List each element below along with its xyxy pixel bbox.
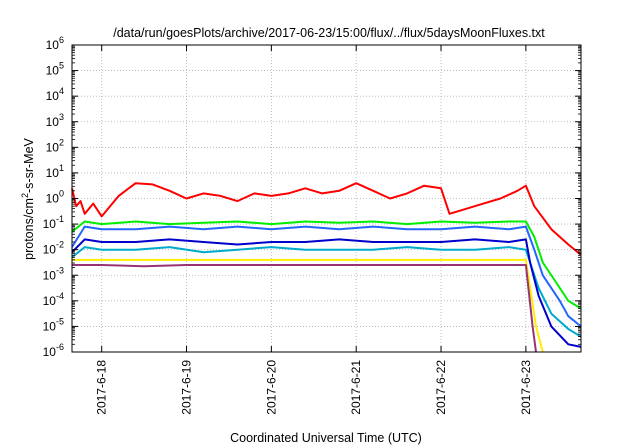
- y-tick-label-base: 10: [43, 268, 57, 282]
- series-line-7: [72, 264, 537, 353]
- y-tick-label: 10-5: [43, 316, 64, 333]
- series-line-1: [71, 182, 582, 256]
- y-tick-label-exp: -3: [56, 265, 64, 275]
- y-tick-label-base: 10: [46, 166, 60, 180]
- y-axis-label: protons/cm2-s-sr-MeV: [20, 137, 36, 259]
- y-tick-label-base: 10: [46, 115, 60, 129]
- y-tick-label-base: 10: [46, 64, 60, 78]
- y-tick-label-base: 10: [46, 89, 60, 103]
- y-tick-label-exp: 4: [59, 86, 64, 96]
- y-tick-label: 10-3: [43, 265, 64, 282]
- series-line-3: [71, 225, 582, 328]
- y-tick-label-base: 10: [43, 243, 57, 257]
- y-tick-label-base: 10: [46, 38, 60, 52]
- series-line-4: [71, 246, 582, 338]
- x-tick-label: 2017-6-21: [349, 360, 363, 415]
- y-tick-label: 102: [46, 137, 64, 154]
- y-tick-label-exp: -4: [56, 291, 64, 301]
- y-tick-label-exp: 2: [59, 137, 64, 147]
- series-line-5: [71, 238, 582, 348]
- y-axis-label-sup: 2: [20, 193, 30, 198]
- series-line-2: [71, 220, 582, 310]
- axis-ticks: [72, 44, 581, 353]
- y-tick-label: 105: [46, 61, 64, 78]
- y-tick-label-exp: -6: [56, 342, 64, 352]
- series-lines: [71, 182, 582, 353]
- y-tick-label-exp: -1: [56, 214, 64, 224]
- y-tick-label-exp: 6: [59, 35, 64, 45]
- y-axis-label-main: protons/cm: [22, 198, 36, 260]
- y-tick-label: 106: [46, 35, 64, 52]
- y-tick-label: 100: [46, 189, 64, 206]
- y-tick-label-exp: 5: [59, 61, 64, 71]
- x-tick-label: 2017-6-23: [519, 360, 533, 415]
- y-tick-label-base: 10: [46, 140, 60, 154]
- y-tick-label: 10-1: [43, 214, 64, 231]
- x-tick-label: 2017-6-19: [180, 360, 194, 415]
- y-tick-label: 103: [46, 112, 64, 129]
- y-tick-label-base: 10: [43, 217, 57, 231]
- y-tick-labels: 10610510410310210110010-110-210-310-410-…: [43, 35, 64, 359]
- y-tick-label-exp: 3: [59, 112, 64, 122]
- y-axis-label-rest: -s-sr-MeV: [22, 137, 36, 193]
- series-line-6: [72, 258, 544, 353]
- y-tick-label: 104: [46, 86, 64, 103]
- y-tick-label: 10-4: [43, 291, 64, 308]
- y-tick-label: 10-2: [43, 240, 64, 257]
- y-tick-label-base: 10: [43, 345, 57, 359]
- x-tick-label: 2017-6-20: [264, 360, 278, 415]
- x-tick-label: 2017-6-18: [95, 360, 109, 415]
- grid-lines: [72, 45, 581, 352]
- y-tick-label-base: 10: [43, 294, 57, 308]
- x-axis-label: Coordinated Universal Time (UTC): [230, 431, 422, 445]
- y-tick-label-exp: 1: [59, 163, 64, 173]
- y-tick-label: 10-6: [43, 342, 64, 359]
- y-tick-label-exp: -5: [56, 316, 64, 326]
- x-tick-labels: 2017-6-18 2017-6-19 2017-6-20 2017-6-21 2017…: [95, 360, 533, 415]
- y-tick-label-base: 10: [43, 319, 57, 333]
- y-tick-label-exp: -2: [56, 240, 64, 250]
- y-tick-label-exp: 0: [59, 189, 64, 199]
- y-tick-label-base: 10: [46, 192, 60, 206]
- x-tick-label: 2017-6-22: [434, 360, 448, 415]
- chart-title: /data/run/goesPlots/archive/2017-06-23/1…: [113, 26, 545, 40]
- y-tick-label: 101: [46, 163, 64, 180]
